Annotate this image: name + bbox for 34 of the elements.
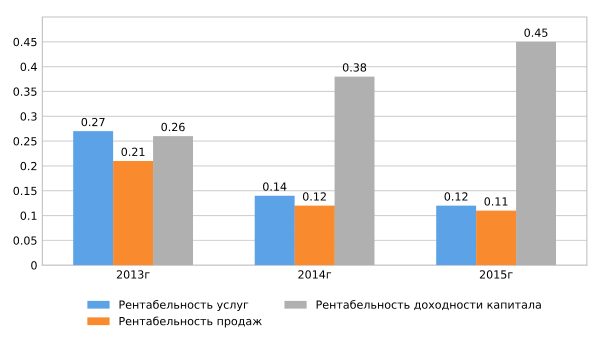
y-tick-label: 0 bbox=[31, 261, 37, 270]
y-tick-label: 0.35 bbox=[13, 87, 37, 96]
bar bbox=[73, 131, 114, 266]
bar bbox=[153, 136, 193, 266]
data-label: 0.38 bbox=[342, 63, 366, 72]
data-label: 0.27 bbox=[82, 118, 105, 126]
data-label: 0.12 bbox=[302, 192, 326, 201]
data-label: 0.21 bbox=[121, 148, 144, 156]
bar bbox=[254, 196, 295, 266]
y-tick-label: 0.2 bbox=[20, 162, 36, 170]
y-tick-label: 0.3 bbox=[20, 112, 37, 121]
legend-label: Рентабельность услуг bbox=[120, 300, 248, 311]
data-label: 0.26 bbox=[161, 122, 185, 132]
bar bbox=[334, 76, 374, 266]
y-tick-label: 0.25 bbox=[13, 137, 37, 146]
bar bbox=[294, 206, 335, 266]
x-tick-label: 2014г bbox=[298, 270, 332, 279]
x-tick-label: 2015г bbox=[480, 270, 513, 279]
y-tick-label: 0.4 bbox=[20, 62, 37, 72]
x-tick-label: 2013г bbox=[116, 270, 150, 279]
legend-label: Рентабельность продаж bbox=[120, 316, 262, 328]
bar bbox=[113, 160, 154, 266]
bar bbox=[476, 210, 516, 266]
data-label: 0.14 bbox=[263, 182, 286, 191]
bar bbox=[436, 206, 476, 266]
data-label: 0.45 bbox=[524, 28, 548, 37]
data-label: 0.12 bbox=[444, 192, 468, 201]
legend-label: Рентабельность доходности капитала bbox=[316, 300, 541, 310]
y-tick-label: 0.45 bbox=[13, 38, 37, 46]
y-tick-label: 0.1 bbox=[20, 212, 36, 220]
y-tick-label: 0.05 bbox=[13, 236, 37, 245]
bar bbox=[516, 42, 556, 266]
data-label: 0.11 bbox=[484, 197, 508, 206]
y-tick-label: 0.15 bbox=[13, 186, 37, 196]
